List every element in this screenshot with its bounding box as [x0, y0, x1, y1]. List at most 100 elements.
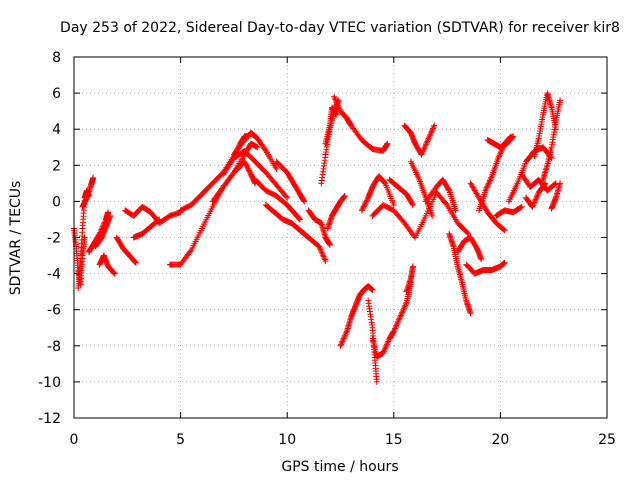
data-point	[335, 103, 342, 110]
data-point	[485, 180, 492, 187]
data-point	[341, 334, 348, 341]
data-point	[531, 198, 538, 205]
data-point	[358, 207, 365, 214]
data-point	[402, 302, 409, 309]
data-point	[518, 203, 525, 210]
data-point	[246, 167, 253, 174]
data-point	[478, 256, 485, 263]
data-point	[420, 147, 427, 154]
data-track	[130, 216, 163, 241]
data-point	[340, 337, 347, 344]
data-point	[341, 332, 348, 339]
data-point	[557, 97, 564, 104]
data-point	[496, 152, 503, 159]
data-point	[332, 96, 339, 103]
data-track	[273, 158, 308, 205]
data-point	[381, 347, 388, 354]
data-point	[383, 341, 390, 348]
data-point	[409, 202, 416, 209]
data-point	[373, 378, 380, 385]
data-point	[488, 174, 495, 181]
data-track	[369, 189, 440, 241]
data-point	[500, 226, 507, 233]
data-point	[362, 201, 369, 208]
y-tick-label: -12	[38, 411, 61, 427]
data-point	[363, 198, 370, 205]
data-track	[331, 93, 391, 154]
data-point	[421, 145, 428, 152]
data-point	[229, 170, 236, 177]
data-point	[317, 246, 324, 253]
data-point	[254, 144, 261, 151]
data-point	[295, 215, 302, 222]
data-point	[400, 306, 407, 313]
y-tick-label: -4	[47, 267, 61, 283]
data-point	[339, 338, 346, 345]
data-track	[403, 263, 416, 295]
data-point	[418, 151, 425, 158]
grid-layer	[74, 57, 607, 418]
data-point	[245, 166, 252, 173]
data-point	[421, 144, 428, 151]
data-point	[497, 150, 504, 157]
data-point	[111, 270, 118, 277]
chart-title: Day 253 of 2022, Sidereal Day-to-day VTE…	[60, 20, 620, 36]
data-point	[422, 142, 429, 149]
y-tick-label: -8	[47, 339, 61, 355]
data-point	[530, 202, 537, 209]
data-point	[557, 180, 564, 187]
data-point	[243, 162, 250, 169]
data-track	[358, 173, 397, 214]
data-point	[530, 200, 537, 207]
x-tick-label: 0	[70, 432, 79, 448]
data-point	[382, 344, 389, 351]
y-tick-label: 8	[52, 50, 61, 66]
data-point	[430, 124, 437, 131]
data-point	[452, 207, 459, 214]
data-track	[467, 180, 508, 234]
data-point	[331, 93, 338, 100]
data-track	[463, 259, 508, 277]
data-point	[394, 319, 401, 326]
data-track	[305, 207, 333, 248]
data-track	[433, 189, 472, 237]
data-point	[397, 312, 404, 319]
data-point	[486, 177, 493, 184]
data-point	[401, 303, 408, 310]
data-point	[391, 326, 398, 333]
data-point	[533, 193, 540, 200]
data-point	[393, 322, 400, 329]
data-point	[431, 122, 438, 129]
data-point	[501, 227, 508, 234]
data-point	[284, 194, 291, 201]
data-point	[380, 348, 387, 355]
data-track	[92, 212, 114, 250]
data-point	[341, 192, 348, 199]
data-point	[484, 183, 491, 190]
data-point	[483, 184, 490, 191]
axis-ticks	[73, 56, 608, 419]
data-track	[493, 203, 525, 219]
data-point	[497, 149, 504, 156]
x-axis-label: GPS time / hours	[281, 459, 398, 475]
data-point	[382, 345, 389, 352]
data-point	[381, 179, 388, 186]
data-track	[522, 180, 549, 210]
data-track	[422, 176, 459, 214]
data-point	[334, 100, 341, 107]
data-point	[384, 339, 391, 346]
data-point	[105, 209, 112, 216]
data-point	[322, 257, 329, 264]
data-point	[155, 217, 162, 224]
data-track	[454, 234, 485, 263]
data-point	[342, 331, 349, 338]
data-point	[362, 199, 369, 206]
data-track	[79, 174, 97, 210]
data-track	[446, 230, 474, 317]
y-tick-label: -2	[47, 231, 61, 247]
data-points	[71, 90, 564, 385]
data-point	[517, 204, 524, 211]
data-point	[321, 256, 328, 263]
data-point	[319, 250, 326, 257]
data-point	[495, 155, 502, 162]
